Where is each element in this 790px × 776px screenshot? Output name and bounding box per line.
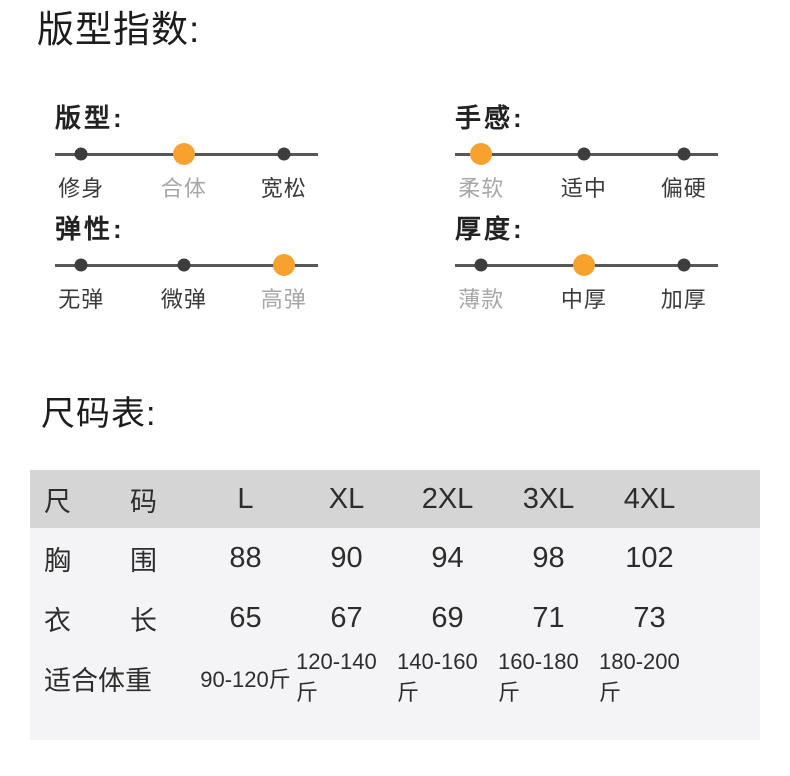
row-label-chest: 胸 围 (30, 539, 195, 578)
slider-dot-active (572, 254, 595, 276)
chest-value: 94 (431, 541, 464, 574)
fit-slider-thickness: 厚度: 薄款 中厚 加厚 (455, 212, 718, 316)
header-label-part: 码 (130, 486, 157, 517)
chest-value: 88 (229, 541, 262, 574)
slider-dot (677, 258, 691, 272)
table-row-length: 衣 长 65 67 69 71 73 (30, 588, 760, 648)
weight-value: 120-140斤 (296, 649, 377, 705)
size-chart-header-row: 尺 码 L XL 2XL 3XL 4XL (30, 470, 760, 528)
option-label: 中厚 (560, 287, 607, 312)
slider-dot (177, 258, 191, 272)
slider-track (55, 135, 318, 173)
fit-index-title: 版型指数: (37, 9, 201, 50)
slider-dot (577, 147, 591, 161)
size-col-header: 3XL (522, 482, 575, 515)
length-value: 67 (330, 601, 363, 634)
header-label-part: 尺 (44, 486, 71, 517)
header-label-size: 尺 码 (30, 480, 195, 519)
slider-options: 薄款 中厚 加厚 (455, 286, 718, 316)
weight-value: 90-120斤 (200, 667, 291, 692)
slider-track (455, 246, 718, 284)
slider-label-stretch: 弹性: (55, 214, 125, 244)
chest-value: 90 (330, 541, 363, 574)
length-value: 71 (532, 601, 565, 634)
row-label-part: 围 (130, 545, 157, 576)
option-label: 修身 (58, 176, 105, 201)
fit-slider-cut: 版型: 修身 合体 宽松 (55, 101, 318, 205)
slider-dot-active (172, 143, 195, 165)
slider-dot (74, 147, 88, 161)
row-label-part: 胸 (44, 545, 71, 576)
chest-value: 102 (625, 541, 674, 574)
slider-label-feel: 手感: (455, 103, 525, 133)
row-label-part: 适合体重 (44, 665, 152, 696)
option-label: 无弹 (58, 287, 105, 312)
slider-dot-active (272, 254, 295, 276)
option-label: 柔软 (458, 176, 505, 201)
option-label: 宽松 (260, 176, 307, 201)
slider-dot-active (470, 143, 493, 165)
slider-dot (474, 258, 488, 272)
option-label: 适中 (560, 176, 607, 201)
table-row-chest: 胸 围 88 90 94 98 102 (30, 528, 760, 588)
slider-options: 无弹 微弹 高弹 (55, 286, 318, 316)
size-chart-title: 尺码表: (41, 395, 157, 433)
chest-value: 98 (532, 541, 565, 574)
option-label: 高弹 (260, 287, 307, 312)
slider-dot (677, 147, 691, 161)
size-col-header: L (237, 482, 254, 515)
slider-dot (74, 258, 88, 272)
option-label: 加厚 (660, 287, 707, 312)
row-label-weight: 适合体重 (30, 659, 195, 698)
option-label: 薄款 (458, 287, 505, 312)
weight-value: 180-200斤 (599, 649, 680, 705)
size-chart-table: 尺 码 L XL 2XL 3XL 4XL 胸 围 88 90 94 98 102 (30, 470, 760, 740)
table-row-weight: 适合体重 90-120斤 120-140斤 140-160斤 160-180斤 … (30, 648, 760, 708)
slider-track (55, 246, 318, 284)
option-label: 微弹 (160, 287, 207, 312)
row-label-part: 长 (130, 605, 157, 636)
size-col-header: 2XL (421, 482, 474, 515)
weight-value: 140-160斤 (397, 649, 478, 705)
row-label-length: 衣 长 (30, 599, 195, 638)
option-label: 偏硬 (660, 176, 707, 201)
slider-track (455, 135, 718, 173)
slider-label-thickness: 厚度: (455, 214, 525, 244)
size-col-header: XL (328, 482, 365, 515)
length-value: 65 (229, 601, 262, 634)
slider-label-cut: 版型: (55, 103, 125, 133)
size-col-header: 4XL (623, 482, 676, 515)
row-label-part: 衣 (44, 605, 71, 636)
size-chart-body: 胸 围 88 90 94 98 102 衣 长 65 67 69 71 73 (30, 528, 760, 708)
slider-options: 柔软 适中 偏硬 (455, 175, 718, 205)
slider-options: 修身 合体 宽松 (55, 175, 318, 205)
length-value: 69 (431, 601, 464, 634)
fit-slider-feel: 手感: 柔软 适中 偏硬 (455, 101, 718, 205)
fit-slider-stretch: 弹性: 无弹 微弹 高弹 (55, 212, 318, 316)
length-value: 73 (633, 601, 666, 634)
weight-value: 160-180斤 (498, 649, 579, 705)
slider-dot (277, 147, 291, 161)
option-label: 合体 (160, 176, 207, 201)
